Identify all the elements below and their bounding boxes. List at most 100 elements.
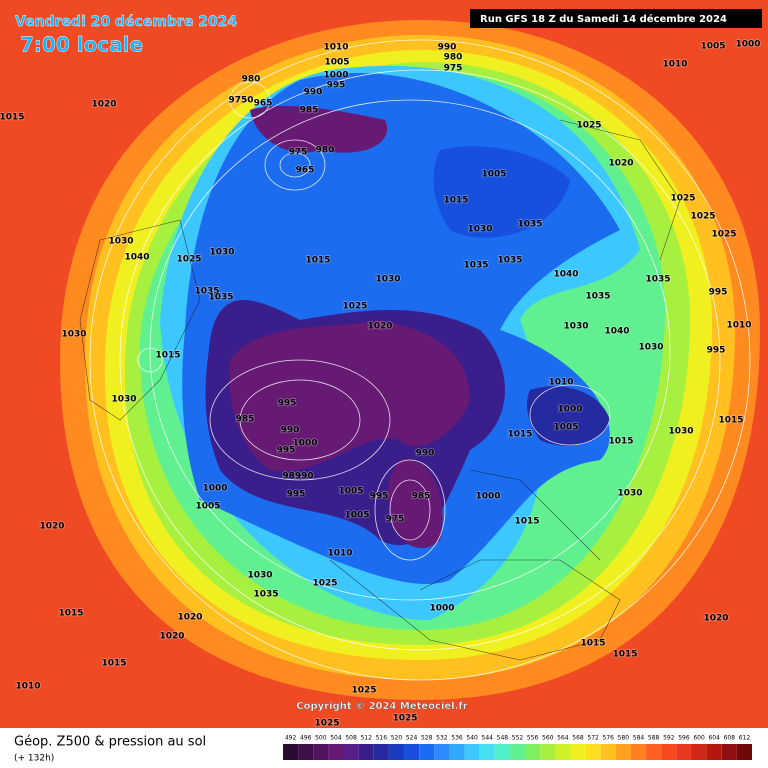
isobar-label: 1030 (617, 489, 642, 499)
isobar-label: 1025 (176, 255, 201, 265)
isobar-label: 1025 (670, 194, 695, 204)
legend-swatch (706, 744, 722, 760)
legend-label: 608 (724, 735, 736, 742)
legend-label: 604 (708, 735, 720, 742)
isobar-label: 1035 (253, 590, 278, 600)
isobar-label: 1020 (608, 159, 633, 169)
legend-swatch (585, 744, 601, 760)
isobar-label: 1020 (39, 522, 64, 532)
isobar-label: 1000 (557, 405, 582, 415)
isobar-label: 990 (416, 449, 435, 459)
run-info: Run GFS 18 Z du Samedi 14 décembre 2024 (480, 13, 727, 25)
isobar-label: 995 (370, 492, 389, 502)
isobar-label: 1010 (327, 549, 352, 559)
legend-label: 524 (406, 735, 418, 742)
isobar-label: 1015 (155, 351, 180, 361)
isobar-label: 1025 (351, 686, 376, 696)
legend-label: 520 (391, 735, 403, 742)
legend-label: 544 (482, 735, 494, 742)
isobar-label: 995 (287, 490, 306, 500)
legend-swatch (630, 744, 647, 760)
isobar-label: 985 (300, 106, 319, 116)
isobar-label: 1010 (662, 60, 687, 70)
legend-swatch (373, 744, 389, 760)
isobar-label: 1035 (497, 256, 522, 266)
isobar-label: 1015 (580, 639, 605, 649)
legend-swatch (449, 744, 465, 760)
legend-label: 592 (663, 735, 675, 742)
legend-label: 508 (345, 735, 357, 742)
isobar-label: 1000 (292, 439, 317, 449)
isobar-label: 1030 (108, 237, 133, 247)
isobar-label: 995 (709, 288, 728, 298)
legend-swatch (313, 744, 329, 760)
isobar-label: 1030 (209, 248, 234, 258)
isobar-label: 995 (707, 346, 726, 356)
isobar-label: 1015 (507, 430, 532, 440)
legend-label: 584 (633, 735, 645, 742)
isobar-label: 1020 (703, 614, 728, 624)
isobar-label: 1025 (690, 212, 715, 222)
isobar-label: 1010 (548, 378, 573, 388)
isobar-label: 1015 (514, 517, 539, 527)
isobar-label: 985 (412, 492, 431, 502)
legend-label: 548 (497, 735, 509, 742)
isobar-label: 1005 (195, 502, 220, 512)
isobar-label: 1000 (323, 71, 348, 81)
isobar-label: 975 (386, 515, 405, 525)
legend-swatch (525, 744, 541, 760)
isobar-label: 1010 (726, 321, 751, 331)
copyright: Copyright © 2024 Meteociel.fr (296, 701, 467, 712)
isobar-label: 1000 (429, 604, 454, 614)
isobar-label: 1015 (612, 650, 637, 660)
isobar-label: 965 (296, 166, 315, 176)
isobar-label: 1035 (194, 287, 219, 297)
isobar-label: 995 (278, 399, 297, 409)
legend-label: 560 (542, 735, 554, 742)
legend-swatch (404, 744, 420, 760)
legend-swatch (479, 744, 495, 760)
isobar-label: 1035 (517, 220, 542, 230)
legend-label: 536 (451, 735, 463, 742)
legend-swatch (434, 744, 450, 760)
legend-swatch (298, 744, 314, 760)
isobar-label: 1015 (0, 113, 25, 123)
isobar-label: 980 (444, 53, 463, 63)
isobar-label: 975 (289, 148, 308, 158)
isobar-label: 990 (281, 426, 300, 436)
legend-swatch (691, 744, 707, 760)
isobar-label: 975 (444, 64, 463, 74)
legend-swatch (570, 744, 586, 760)
legend-label: 496 (300, 735, 312, 742)
legend-label: 512 (360, 735, 372, 742)
legend-label: 500 (315, 735, 327, 742)
isobar-label: 1015 (608, 437, 633, 447)
isobar-label: 1005 (338, 487, 363, 497)
isobar-label: 1035 (645, 275, 670, 285)
isobar-label: 1030 (111, 395, 136, 405)
isobar-label: 1025 (342, 302, 367, 312)
coastlines (79, 119, 681, 661)
legend-label: 580 (618, 735, 630, 742)
legend-label: 596 (678, 735, 690, 742)
legend-swatch (646, 744, 662, 760)
isobar-label: 1030 (375, 275, 400, 285)
isobar-label: 98990 (282, 472, 313, 482)
legend-swatch (736, 744, 752, 760)
isobar-label: 1025 (576, 121, 601, 131)
isobar-label: 1010 (323, 43, 348, 53)
isobar-label: 1010 (15, 682, 40, 692)
isobar-label: 1030 (668, 427, 693, 437)
isobar-label: 1025 (314, 719, 339, 729)
legend-swatch (328, 744, 344, 760)
run-box (470, 9, 762, 28)
color-scale: 492 496 500 504 508 512 516 520 524 528 532 536 540 5… (283, 735, 752, 760)
isobar-label: 995 (277, 446, 296, 456)
isobar-label: 1005 (324, 58, 349, 68)
isobars (89, 39, 751, 681)
isobar-label: 990 (438, 43, 457, 53)
valid-date: Vendredi 20 décembre 2024 (15, 14, 237, 30)
isobar-label: 1030 (467, 225, 492, 235)
isobar-label: 1030 (638, 343, 663, 353)
geopotential-field (60, 20, 760, 700)
